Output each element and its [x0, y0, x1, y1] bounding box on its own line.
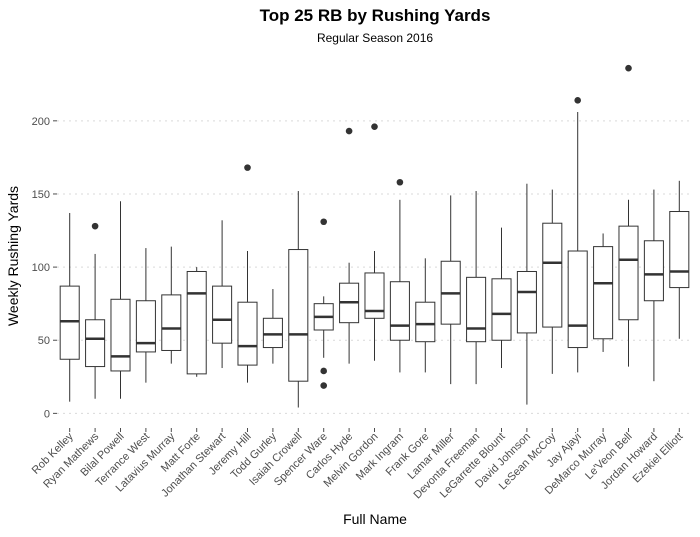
box-group: [364, 123, 385, 361]
box-group: [237, 164, 258, 383]
chart-subtitle: Regular Season 2016: [317, 31, 433, 45]
box-group: [59, 212, 80, 402]
chart-title: Top 25 RB by Rushing Yards: [260, 6, 491, 25]
box-group: [542, 189, 563, 374]
x-axis-title: Full Name: [343, 511, 407, 527]
outlier-point: [574, 97, 581, 104]
outlier-point: [625, 64, 632, 72]
y-tick-label: 150: [32, 189, 50, 201]
y-tick-label: 0: [44, 408, 50, 420]
outlier-point: [320, 367, 328, 375]
box-group: [339, 127, 360, 364]
outlier-point: [320, 382, 328, 389]
outlier-point: [371, 123, 378, 130]
box-iqr: [85, 319, 106, 368]
y-tick-label: 100: [32, 262, 50, 274]
box-group: [643, 189, 664, 382]
box-iqr: [466, 276, 487, 343]
outlier-point: [91, 222, 99, 230]
box-group: [466, 191, 487, 385]
box-iqr: [389, 281, 410, 341]
box-group: [313, 218, 334, 389]
box-group: [288, 191, 309, 408]
box-iqr: [516, 270, 537, 334]
box-iqr: [491, 278, 512, 341]
box-layer: [59, 64, 690, 408]
box-group: [212, 220, 233, 369]
box-iqr: [110, 298, 131, 372]
outlier-point: [396, 178, 404, 186]
box-group: [567, 97, 588, 373]
box-group: [593, 233, 614, 352]
box-group: [669, 180, 690, 339]
box-iqr: [618, 225, 639, 321]
box-group: [440, 195, 461, 385]
box-iqr: [643, 240, 664, 302]
box-iqr: [567, 250, 588, 349]
box-group: [415, 258, 436, 373]
box-iqr: [669, 211, 690, 289]
box-iqr: [593, 246, 614, 340]
box-iqr: [161, 294, 182, 351]
outlier-point: [244, 164, 251, 171]
box-iqr: [59, 285, 80, 360]
box-iqr: [415, 301, 436, 343]
box-iqr: [288, 249, 309, 382]
box-group: [389, 178, 410, 373]
box-group: [516, 183, 537, 405]
y-axis-title: Weekly Rushing Yards: [5, 186, 21, 326]
box-group: [186, 267, 207, 377]
y-tick-label: 50: [38, 335, 50, 347]
box-group: [262, 289, 283, 364]
box-iqr: [237, 301, 258, 366]
box-iqr: [135, 300, 156, 353]
box-iqr: [364, 272, 385, 319]
box-iqr: [212, 285, 233, 344]
outlier-point: [345, 127, 353, 135]
y-axis: 0 50 100 150 200: [32, 116, 57, 420]
box-group: [135, 248, 156, 383]
y-tick-label: 200: [32, 116, 50, 128]
box-group: [85, 222, 106, 399]
box-group: [618, 64, 639, 367]
box-iqr: [186, 270, 207, 375]
box-iqr: [542, 222, 563, 328]
outlier-point: [320, 218, 328, 226]
box-iqr: [262, 317, 283, 349]
box-group: [161, 246, 182, 364]
box-group: [110, 201, 131, 399]
box-group: [491, 227, 512, 369]
